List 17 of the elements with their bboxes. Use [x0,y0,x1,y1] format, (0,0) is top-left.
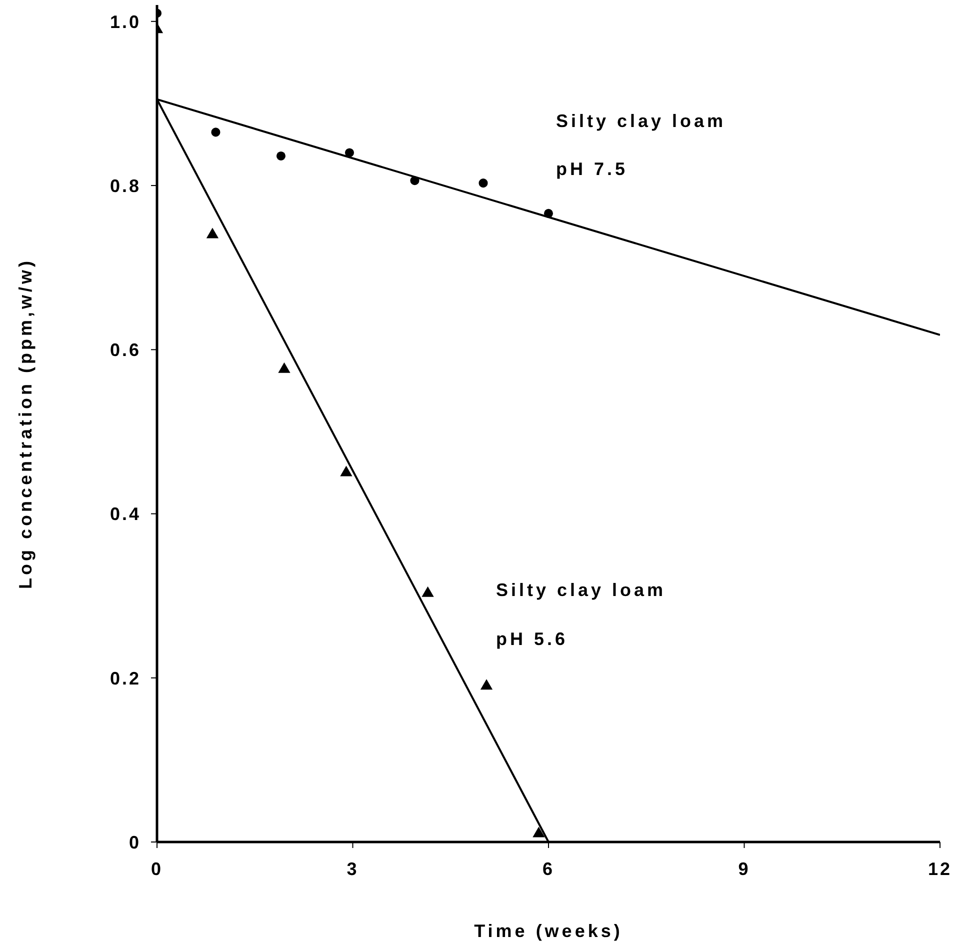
annotation: Silty clay loam [496,580,666,600]
x-axis-title: Time (weeks) [474,921,623,941]
y-tick-label: 0.8 [110,176,141,196]
y-tick-label: 0.4 [110,504,141,524]
y-tick-label: 0.6 [110,340,141,360]
y-tick-label: 0.2 [110,668,141,688]
annotation: pH 5.6 [496,629,568,649]
x-tick-label: 9 [738,858,750,879]
annotation: Silty clay loam [556,111,726,131]
x-tick-label: 3 [346,858,359,879]
x-tick-label: 0 [150,858,164,879]
annotation: pH 7.5 [556,159,628,179]
y-tick-label: 0 [128,832,141,852]
x-tick-label: 12 [928,858,952,879]
x-tick-label: 6 [542,858,555,879]
y-tick-label: 1.0 [110,12,141,32]
y-axis-title: Log concentration (ppm,w/w) [15,258,36,589]
